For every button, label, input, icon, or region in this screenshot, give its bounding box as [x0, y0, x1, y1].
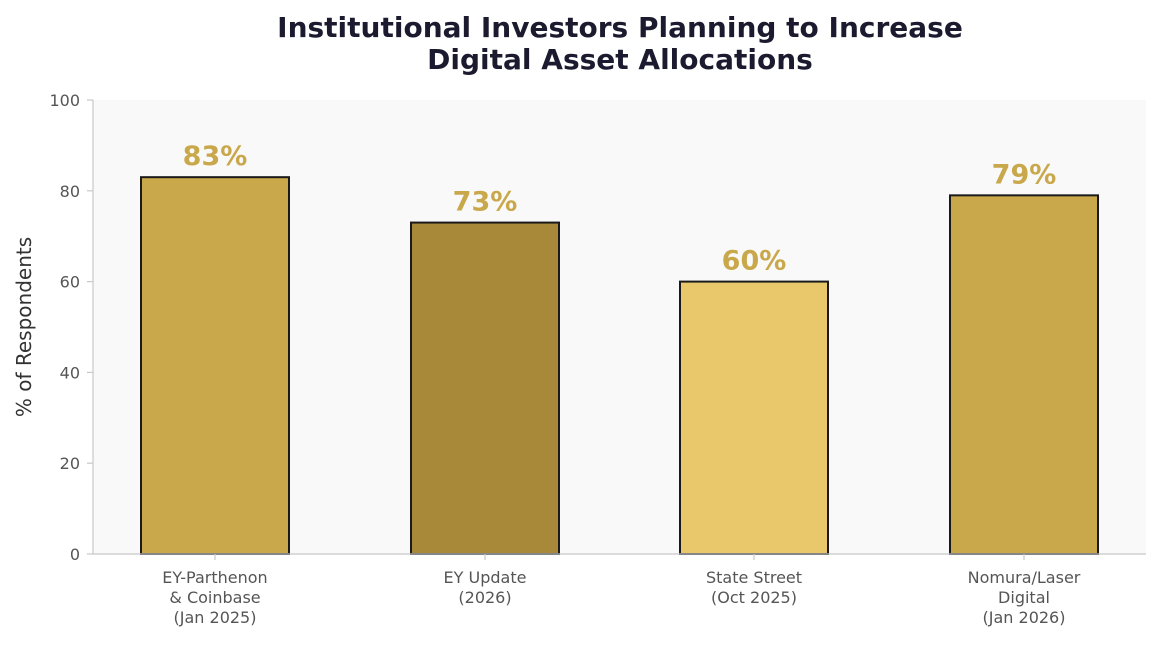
bar: [679, 280, 829, 555]
data-labels: 83% 73% 60% 79%: [183, 141, 1057, 276]
y-tick-label: 20: [60, 454, 80, 473]
y-tick-label: 80: [60, 182, 80, 201]
data-label: 60%: [722, 246, 787, 277]
x-tick-label: & Coinbase: [169, 588, 260, 607]
x-tick-label: EY Update: [444, 568, 527, 587]
bar: [410, 221, 560, 556]
x-tick-label: (Oct 2025): [711, 588, 797, 607]
x-tick-label: (Jan 2026): [983, 608, 1066, 627]
data-label: 73%: [453, 187, 518, 218]
y-tick-label: 60: [60, 273, 80, 292]
axes: [92, 100, 1146, 555]
chart-title-line: Institutional Investors Planning to Incr…: [277, 11, 963, 44]
y-tick-label: 40: [60, 363, 80, 382]
bars: [140, 176, 1099, 556]
bar: [949, 194, 1099, 555]
x-tick-label: Nomura/Laser: [968, 568, 1081, 587]
data-label: 79%: [992, 159, 1057, 190]
x-tick-label: EY-Parthenon: [162, 568, 267, 587]
y-tick-label: 100: [49, 91, 80, 110]
y-tick-label: 0: [70, 545, 80, 564]
chart-title: Institutional Investors Planning to Incr…: [277, 11, 963, 76]
x-axis-ticks: EY-Parthenon& Coinbase(Jan 2025) EY Updat…: [162, 554, 1081, 627]
bar: [140, 176, 290, 555]
x-tick-label: (Jan 2025): [174, 608, 257, 627]
x-tick-label: (2026): [458, 588, 511, 607]
data-label: 83%: [183, 141, 248, 172]
x-tick-label: Digital: [998, 588, 1050, 607]
y-axis-label: % of Respondents: [12, 237, 36, 417]
x-tick-label: State Street: [706, 568, 802, 587]
chart-title-line: Digital Asset Allocations: [427, 43, 813, 76]
y-axis-ticks: 0 20 40 60 80 100: [49, 91, 93, 564]
